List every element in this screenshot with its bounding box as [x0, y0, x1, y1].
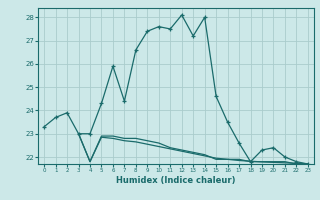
- X-axis label: Humidex (Indice chaleur): Humidex (Indice chaleur): [116, 176, 236, 185]
